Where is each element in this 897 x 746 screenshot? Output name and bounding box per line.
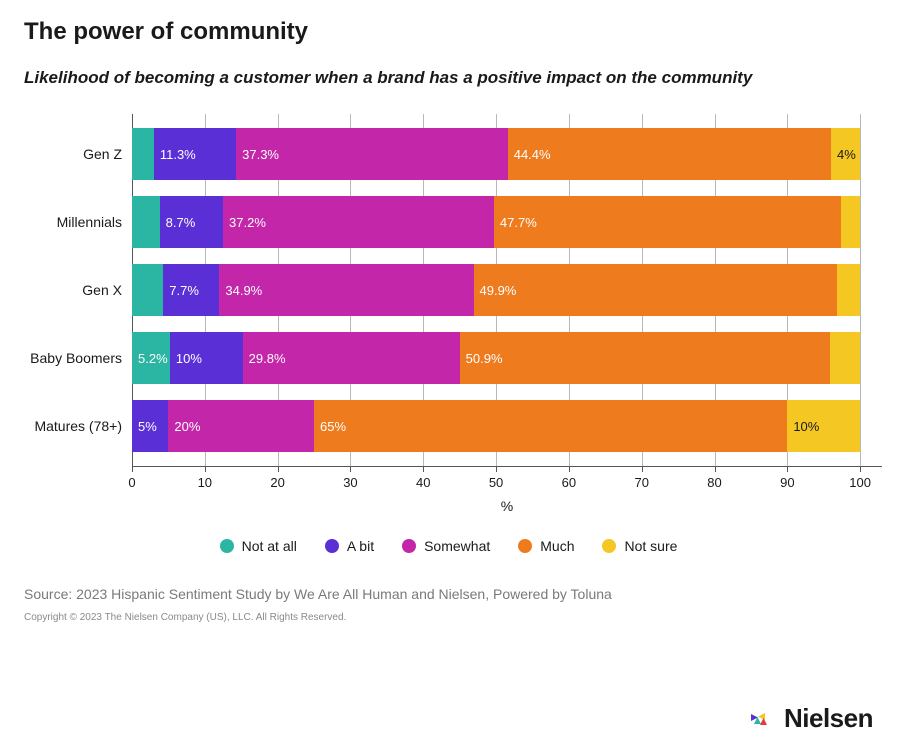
legend-swatch	[220, 539, 234, 553]
bar-segment	[830, 332, 860, 384]
bar-value-label: 10%	[170, 351, 202, 366]
legend-item: Much	[518, 538, 574, 554]
bar-segment: 37.3%	[236, 128, 508, 180]
bar-value-label: 8.7%	[160, 215, 196, 230]
nielsen-logo-icon	[748, 705, 776, 733]
bar-segment: 44.4%	[508, 128, 831, 180]
x-axis: 0102030405060708090100	[132, 466, 882, 496]
x-tick-label: 10	[198, 475, 212, 490]
bar-row: Baby Boomers5.2%10%29.8%50.9%	[132, 332, 882, 384]
bar-segment: 47.7%	[494, 196, 841, 248]
category-label: Gen X	[82, 282, 132, 298]
bar-segment: 5%	[132, 400, 168, 452]
x-tick-label: 70	[634, 475, 648, 490]
bar-segment: 8.7%	[160, 196, 223, 248]
bar-row: Millennials8.7%37.2%47.7%	[132, 196, 882, 248]
legend-item: Not sure	[602, 538, 677, 554]
x-axis-title: %	[132, 498, 882, 514]
legend-label: Not sure	[624, 538, 677, 554]
bar-segment: 37.2%	[223, 196, 494, 248]
bar-value-label: 11.3%	[154, 147, 196, 162]
x-tick-label: 20	[270, 475, 284, 490]
chart-plot-area: Gen Z11.3%37.3%44.4%4%Millennials8.7%37.…	[132, 114, 882, 466]
legend-label: Somewhat	[424, 538, 490, 554]
bar-value-label: 37.3%	[236, 147, 279, 162]
bar-value-label: 7.7%	[163, 283, 199, 298]
bar-segment	[132, 128, 154, 180]
x-tick-label: 100	[849, 475, 871, 490]
nielsen-logo: Nielsen	[748, 703, 873, 734]
legend: Not at all A bit Somewhat Much Not sure	[24, 538, 873, 554]
chart-subtitle: Likelihood of becoming a customer when a…	[24, 68, 873, 88]
bar-value-label: 5%	[132, 419, 157, 434]
category-label: Baby Boomers	[30, 350, 132, 366]
bar-value-label: 10%	[787, 419, 819, 434]
nielsen-logo-text: Nielsen	[784, 703, 873, 734]
legend-swatch	[402, 539, 416, 553]
bar-value-label: 65%	[314, 419, 346, 434]
x-tick-label: 30	[343, 475, 357, 490]
legend-item: Somewhat	[402, 538, 490, 554]
x-tick-label: 90	[780, 475, 794, 490]
category-label: Millennials	[57, 214, 132, 230]
bar-value-label: 34.9%	[219, 283, 262, 298]
bar-segment: 5.2%	[132, 332, 170, 384]
legend-label: Much	[540, 538, 574, 554]
bar-value-label: 49.9%	[474, 283, 517, 298]
bar-segment	[132, 196, 160, 248]
bar-segment	[837, 264, 860, 316]
x-tick-label: 0	[128, 475, 135, 490]
bar-segment	[841, 196, 860, 248]
bar-row: Matures (78+)5%20%65%10%	[132, 400, 882, 452]
x-tick-label: 60	[562, 475, 576, 490]
x-tick-label: 50	[489, 475, 503, 490]
bar-value-label: 37.2%	[223, 215, 266, 230]
bar-value-label: 4%	[831, 147, 856, 162]
x-tick-label: 80	[707, 475, 721, 490]
legend-label: Not at all	[242, 538, 297, 554]
source-text: Source: 2023 Hispanic Sentiment Study by…	[24, 586, 873, 602]
legend-item: A bit	[325, 538, 374, 554]
bar-row: Gen Z11.3%37.3%44.4%4%	[132, 128, 882, 180]
bar-row: Gen X7.7%34.9%49.9%	[132, 264, 882, 316]
bar-segment: 29.8%	[243, 332, 460, 384]
copyright-text: Copyright © 2023 The Nielsen Company (US…	[24, 612, 873, 623]
legend-swatch	[602, 539, 616, 553]
bar-value-label: 50.9%	[460, 351, 503, 366]
bar-segment	[132, 264, 163, 316]
bar-value-label: 44.4%	[508, 147, 551, 162]
bar-segment: 7.7%	[163, 264, 219, 316]
bar-segment: 49.9%	[474, 264, 837, 316]
category-label: Gen Z	[83, 146, 132, 162]
bar-value-label: 5.2%	[132, 351, 168, 366]
legend-label: A bit	[347, 538, 374, 554]
bar-segment: 20%	[168, 400, 314, 452]
legend-item: Not at all	[220, 538, 297, 554]
bar-segment: 10%	[170, 332, 243, 384]
bar-segment: 50.9%	[460, 332, 831, 384]
bar-segment: 11.3%	[154, 128, 236, 180]
bar-segment: 10%	[787, 400, 860, 452]
bar-segment: 4%	[831, 128, 860, 180]
chart-title: The power of community	[24, 18, 873, 46]
bar-segment: 34.9%	[219, 264, 473, 316]
category-label: Matures (78+)	[34, 418, 132, 434]
legend-swatch	[325, 539, 339, 553]
x-tick-label: 40	[416, 475, 430, 490]
bar-value-label: 20%	[168, 419, 200, 434]
bars-container: Gen Z11.3%37.3%44.4%4%Millennials8.7%37.…	[132, 114, 882, 466]
legend-swatch	[518, 539, 532, 553]
bar-value-label: 29.8%	[243, 351, 286, 366]
bar-segment: 65%	[314, 400, 787, 452]
bar-value-label: 47.7%	[494, 215, 537, 230]
